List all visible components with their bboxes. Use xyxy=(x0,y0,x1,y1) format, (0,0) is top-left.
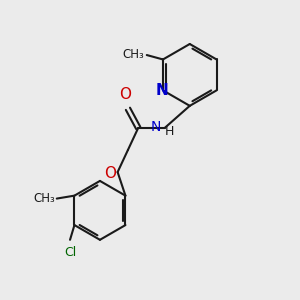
Text: O: O xyxy=(104,166,116,181)
Text: CH₃: CH₃ xyxy=(123,48,144,61)
Text: CH₃: CH₃ xyxy=(34,192,55,205)
Text: N: N xyxy=(151,120,161,134)
Text: H: H xyxy=(164,125,174,138)
Text: O: O xyxy=(119,87,131,102)
Text: N: N xyxy=(155,83,168,98)
Text: Cl: Cl xyxy=(64,246,76,259)
